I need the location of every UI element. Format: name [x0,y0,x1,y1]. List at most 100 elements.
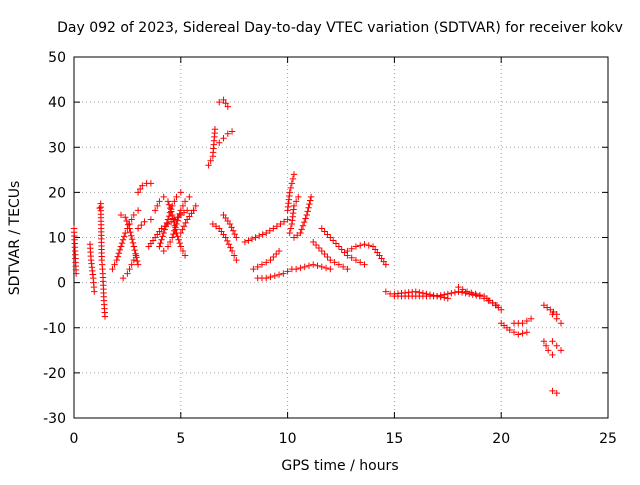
data-point [382,261,390,268]
data-point [263,259,270,266]
data-point [267,273,274,281]
data-point [280,218,288,225]
data-point [303,211,311,219]
data-point [159,233,166,240]
data-point [289,175,297,183]
series-p24 [286,193,302,237]
data-point [123,217,130,225]
data-point [179,226,186,233]
data-point [318,247,325,255]
data-point [157,239,164,247]
data-point [134,261,142,268]
data-point [301,218,308,226]
data-point [455,283,462,291]
data-point [167,206,175,213]
axis-ticks: 0 5 10 15 20 25 -30 -20 -10 0 10 20 30 40 50 [43,50,617,447]
data-point [321,250,328,258]
data-point [287,184,295,192]
data-point [254,263,261,271]
data-point [216,139,223,146]
data-point [331,259,338,266]
data-point [295,193,302,201]
data-point [165,212,173,220]
data-point [412,288,419,295]
data-point [127,228,134,236]
data-point [122,229,129,237]
series-p7 [134,180,155,196]
data-point [179,202,187,210]
data-point [275,247,283,255]
data-point [118,239,126,247]
data-point [164,198,172,205]
y-tick-label: 10 [48,231,66,247]
data-point [122,213,129,221]
data-point [220,135,227,142]
data-point [542,342,550,349]
x-tick-label: 20 [492,431,510,447]
data-point [266,227,273,234]
data-point [476,292,484,300]
data-point [91,288,98,295]
data-point [557,347,565,354]
data-point [248,235,256,243]
series-p18 [209,220,240,264]
data-point [430,292,437,299]
data-point [126,225,133,232]
data-point [172,224,179,231]
series-p28 [318,225,368,268]
data-point [222,234,229,241]
series-p37 [549,311,565,327]
data-point [489,299,496,307]
data-point [128,236,136,243]
data-point [544,347,552,354]
data-point [131,246,138,254]
data-point [138,221,145,229]
data-point [175,213,182,221]
data-point [176,210,183,218]
data-point [111,261,118,268]
data-point [273,223,281,230]
series-p29 [344,241,390,268]
y-tick-label: -20 [43,366,66,382]
series-p16 [216,96,231,110]
data-point [163,219,171,227]
x-tick-label: 5 [176,431,185,447]
data-point [312,241,320,249]
data-point [233,234,240,241]
data-point [284,216,291,223]
data-point [259,231,266,238]
series-p20 [241,216,291,246]
data-point [310,238,317,246]
data-point [220,96,227,104]
data-point [458,289,466,296]
x-tick-label: 0 [70,431,79,447]
y-tick-label: 40 [48,95,66,111]
data-point [171,227,178,234]
data-point [365,242,372,249]
series-p19 [220,211,240,241]
y-tick-label: -10 [43,321,66,337]
data-point [160,193,167,201]
data-point [156,198,163,205]
data-point [523,329,531,336]
data-point [357,242,364,249]
data-point [209,220,217,228]
data-point [120,233,128,240]
data-point [128,261,135,268]
data-point [310,261,317,268]
data-point [498,306,505,313]
data-point [299,222,307,229]
data-point [119,274,127,282]
data-point [327,234,334,241]
data-point [241,238,249,246]
data-point [169,234,176,241]
data-point [126,265,133,273]
data-point [182,219,189,227]
data-point [344,265,351,273]
data-point [286,229,293,237]
data-point [151,207,159,214]
data-point [181,252,189,259]
data-point [225,241,233,248]
data-point [137,185,144,193]
data-point [177,243,184,250]
